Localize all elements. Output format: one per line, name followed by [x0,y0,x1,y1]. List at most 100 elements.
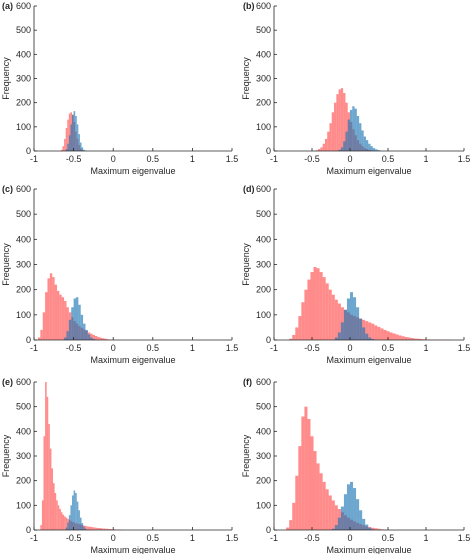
histogram-bar [97,336,100,340]
y-tick-label: 300 [16,451,31,461]
histogram-bar [45,292,48,340]
histogram-bar [346,298,350,340]
x-tick-label: -0.5 [66,533,82,543]
histogram-bar [84,525,87,530]
histogram-bar [398,335,402,340]
histogram-bar [386,331,390,340]
panel-tag: (b) [243,1,255,11]
histogram-bar [343,494,347,530]
y-tick-label: 100 [16,500,31,510]
histogram-bar [347,119,350,151]
x-tick-label: 1 [423,343,428,353]
histogram-bar [359,318,363,340]
histogram-bar [310,436,314,530]
x-tick-label: -1 [30,343,38,353]
histogram-bar [56,500,58,530]
histogram-bar [338,89,341,152]
y-tick-label: 300 [256,451,271,461]
histogram-bar [49,448,52,530]
series-blue [65,111,87,152]
histogram-bar [105,528,107,530]
histogram-bar [331,112,335,151]
x-tick-label: 0 [111,154,116,164]
histogram-bar [337,303,341,340]
histogram-bar [68,515,71,530]
histogram-bar [334,525,338,530]
histogram-bar [304,289,308,340]
y-tick-label: 200 [256,476,271,486]
histogram-bar [78,304,81,340]
histogram-bar [337,332,341,340]
histogram-bar [73,490,76,530]
x-tick-label: 0 [111,533,116,543]
x-tick-label: 1.5 [458,343,471,353]
histogram-bar [340,322,344,340]
histogram-bar [413,338,417,340]
histogram-bar [320,147,323,152]
histogram-bar [316,463,320,530]
histogram-bar [345,102,348,151]
histogram-bar [64,337,67,340]
histogram-bar [54,493,57,530]
x-tick-label: 1 [423,154,428,164]
histogram-bar [64,138,66,151]
histogram-bar [368,322,372,340]
histogram-bar [62,514,65,530]
histogram-bar [301,416,305,530]
histogram-bar [331,500,335,530]
histogram-bar [289,338,293,340]
y-tick-label: 100 [256,310,271,320]
histogram-bar [310,272,314,340]
histogram-bar [377,528,381,530]
histogram-bar [67,119,69,151]
histogram-bar [410,337,414,340]
histogram-bar [395,334,399,340]
y-axis-label: Frequency [241,57,251,100]
histogram-bar [340,147,344,152]
histogram-bar [337,517,341,530]
histogram-bar [40,329,43,340]
x-tick-label: 0 [347,533,352,543]
x-tick-label: 1.5 [226,533,239,543]
histogram-bar [356,115,360,151]
histogram-bar [362,327,366,340]
x-axis-label: Maximum eigenvalue [326,166,411,176]
histogram-bar [374,325,378,340]
histogram-bar [100,528,103,530]
histogram-bar [322,277,326,340]
histogram-bar [304,406,308,530]
histogram-bar [371,527,375,530]
panel-tag: (d) [243,184,255,194]
histogram-bar [68,113,71,151]
histogram-bar [108,529,111,530]
histogram-bar [374,528,378,530]
histogram-bar [52,277,55,340]
histogram-bar [90,333,93,340]
histogram-bar [365,321,369,341]
x-tick-label: 0.5 [147,154,160,164]
panel-c: -1 -0.5 0 0.5 1 1.5 0 100 200 300 400 500 600 Maximum… [1,184,238,365]
histogram-bar [59,294,62,340]
y-axis-label: Frequency [1,434,11,477]
histogram-bar [72,114,74,151]
y-tick-label: 200 [16,285,31,295]
histogram-bar [353,488,357,530]
histogram-bar [64,516,66,530]
y-tick-label: 0 [26,335,31,345]
y-tick-label: 300 [16,260,31,270]
histogram-bar [356,307,360,340]
histogram-bar [350,481,354,530]
histogram-bar [95,527,98,530]
histogram-bar [368,143,371,151]
histogram-bar [92,334,95,340]
histogram-bar [73,111,76,152]
histogram-bar [90,337,93,340]
histogram-bar [86,526,88,530]
histogram-bar [104,338,107,340]
histogram-bar [76,501,79,530]
y-tick-label: 500 [256,402,271,412]
x-tick-label: -0.5 [304,343,320,353]
histogram-bar [313,267,317,340]
histogram-bar [350,109,353,151]
